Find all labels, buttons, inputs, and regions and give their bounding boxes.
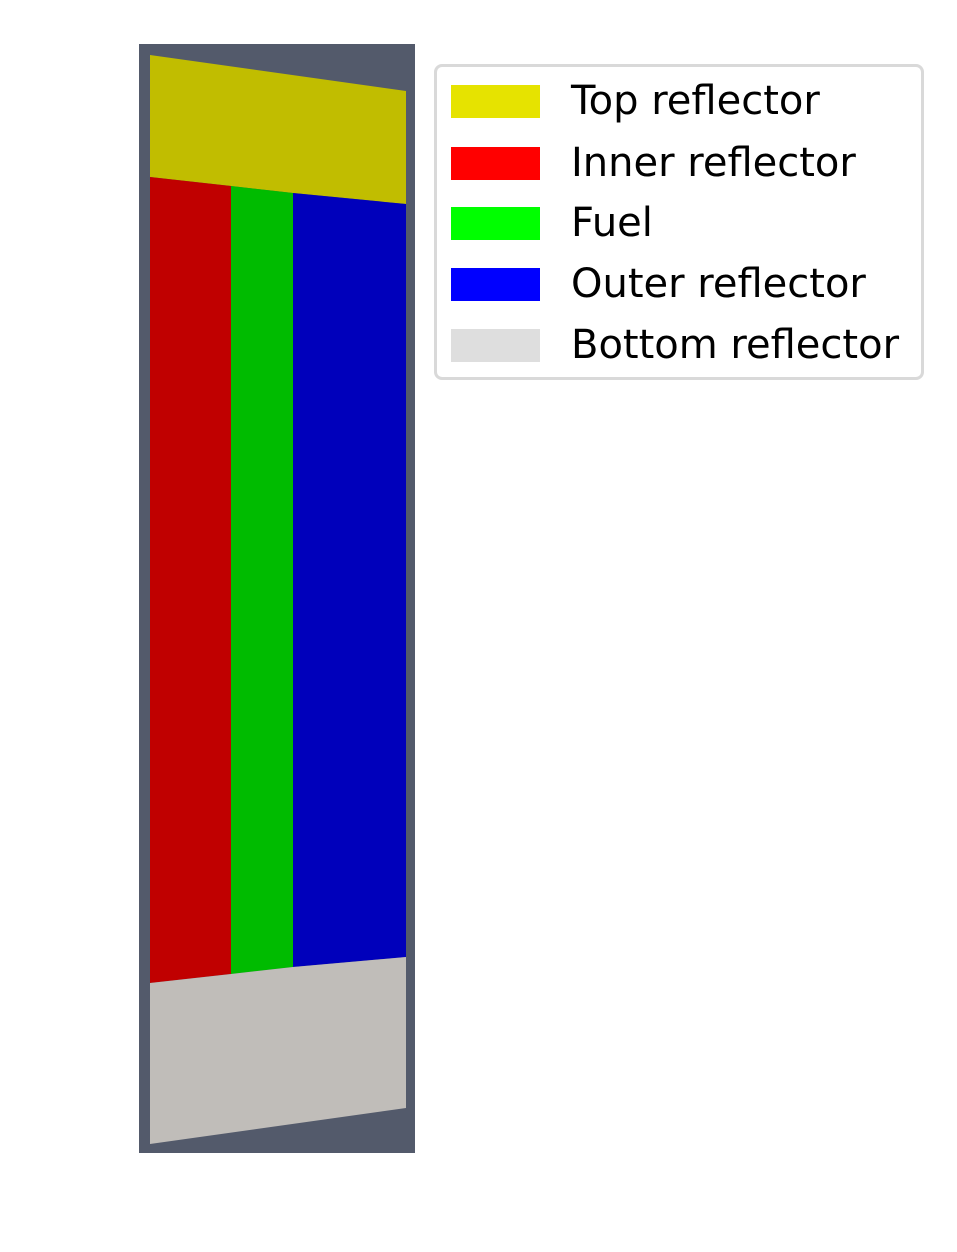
legend-entry-inner-reflector: Inner reflector: [449, 143, 919, 183]
geometry-svg: [150, 55, 406, 1144]
legend-entry-top-reflector: Top reflector: [449, 81, 919, 121]
legend-label: Top reflector: [571, 78, 820, 124]
outer-reflector-region: [293, 193, 406, 967]
legend-label: Fuel: [571, 200, 653, 246]
legend-swatch: [451, 85, 540, 118]
legend-swatch: [451, 147, 540, 180]
legend-swatch: [451, 207, 540, 240]
legend-entry-bottom-reflector: Bottom reflector: [449, 325, 919, 365]
legend-entry-outer-reflector: Outer reflector: [449, 264, 919, 304]
legend-swatch: [451, 329, 540, 362]
top-reflector-region: [150, 55, 406, 204]
legend-entry-fuel: Fuel: [449, 203, 919, 243]
legend-label: Bottom reflector: [571, 322, 900, 368]
geometry-view: [139, 44, 415, 1153]
inner-reflector-region: [150, 177, 231, 983]
legend: Top reflector Inner reflector Fuel Outer…: [434, 64, 924, 380]
fuel-region: [231, 186, 293, 974]
legend-label: Inner reflector: [571, 140, 856, 186]
legend-swatch: [451, 268, 540, 301]
legend-label: Outer reflector: [571, 261, 866, 307]
bottom-reflector-region: [150, 957, 406, 1144]
